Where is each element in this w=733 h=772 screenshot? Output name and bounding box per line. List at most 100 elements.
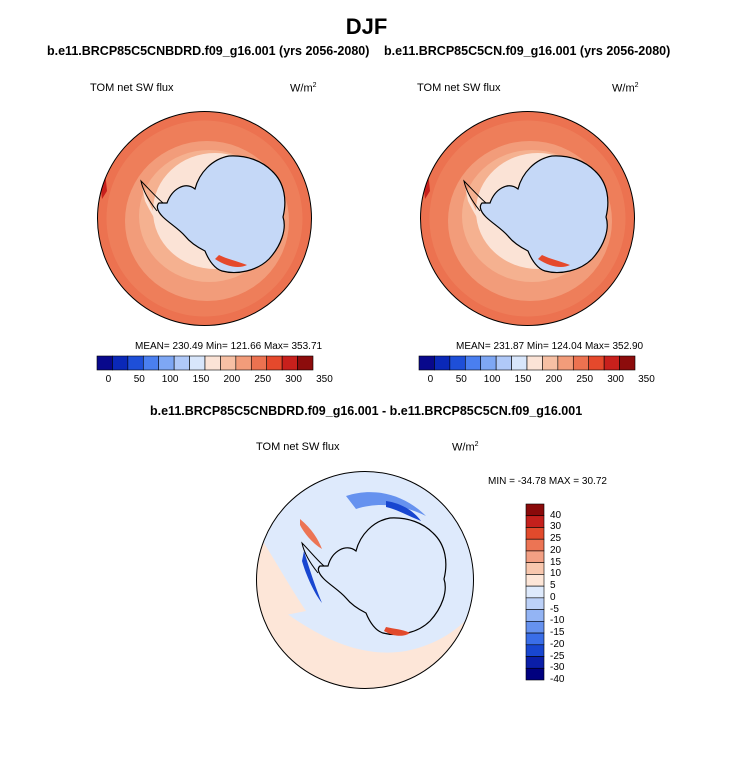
colorbar-swatch [281, 355, 298, 371]
panel1-polar-map [97, 111, 312, 326]
panel1-units: W/m2 [290, 82, 317, 95]
page-title: DJF [345, 14, 388, 39]
colorbar-tick-label: 100 [483, 374, 501, 385]
panel2-stats: MEAN= 231.87 Min= 124.04 Max= 352.90 [456, 341, 644, 352]
panel2-title: b.e11.BRCP85C5CN.f09_g16.001 (yrs 2056-2… [384, 44, 671, 58]
diff-title: b.e11.BRCP85C5CNBDRD.f09_g16.001 - b.e11… [150, 404, 583, 418]
colorbar-swatch [127, 355, 144, 371]
colorbar-tick-label: 10 [550, 568, 562, 580]
colorbar-tick-label: 250 [576, 374, 594, 385]
colorbar-swatch [525, 609, 545, 622]
colorbar-swatch [525, 550, 545, 563]
colorbar-tick-label: 300 [607, 374, 624, 385]
colorbar-swatch [418, 355, 435, 371]
colorbar-swatch [525, 621, 545, 634]
colorbar-tick-label: 30 [550, 521, 562, 533]
diff-colorbar-labels: 40 30 25 20 15 10 5 0 -5 -10 -15 -20 -25 -30 -40 [550, 504, 580, 685]
colorbar-swatch [572, 355, 590, 371]
colorbar-swatch [525, 515, 545, 528]
diff-red-south [384, 627, 410, 636]
colorbar-tick-label: 15 [550, 556, 562, 568]
colorbar-tick-label: 20 [550, 544, 562, 556]
panel1-stats: MEAN= 230.49 Min= 121.66 Max= 353.71 [135, 341, 323, 352]
colorbar-tick-label: 0 [105, 374, 112, 385]
colorbar-swatch [495, 355, 512, 371]
panel1-title: b.e11.BRCP85C5CNBDRD.f09_g16.001 (yrs 20… [47, 44, 370, 58]
colorbar-swatch [464, 355, 482, 371]
colorbar-swatch [603, 355, 620, 371]
panel1-peninsula-coast [140, 179, 164, 212]
panel2-colorbar-labels: 0 50 100 150 200 250 300 350 [419, 374, 659, 386]
colorbar-tick-label: -40 [550, 674, 565, 685]
colorbar-swatch [525, 585, 545, 599]
colorbar-swatch [525, 574, 545, 587]
colorbar-tick-label: 350 [316, 374, 333, 385]
diff-stats: MIN = -34.78 MAX = 30.72 [488, 476, 607, 487]
colorbar-tick-label: -30 [550, 662, 565, 674]
panel1-colorbar [96, 355, 314, 371]
colorbar-tick-label: 200 [545, 374, 563, 385]
colorbar-swatch [189, 355, 206, 371]
colorbar-tick-label: 25 [550, 533, 562, 545]
panel1-red-strip [215, 255, 247, 267]
diff-antarctica [317, 517, 447, 636]
colorbar-swatch [158, 355, 175, 371]
colorbar-swatch [525, 644, 545, 657]
colorbar-tick-label: 300 [285, 374, 302, 385]
diff-peninsula-coast [301, 541, 325, 574]
diff-colorbar [525, 503, 545, 681]
colorbar-tick-label: 50 [133, 374, 145, 385]
colorbar-tick-label: -20 [550, 638, 565, 650]
colorbar-swatch [525, 597, 545, 610]
colorbar-swatch [525, 527, 545, 540]
panel1-variable: TOM net SW flux [90, 82, 174, 94]
colorbar-swatch [449, 355, 466, 371]
colorbar-swatch [480, 355, 497, 371]
colorbar-swatch [142, 355, 160, 371]
colorbar-tick-label: 0 [427, 374, 434, 385]
colorbar-swatch [173, 355, 190, 371]
colorbar-tick-label: -15 [550, 627, 565, 639]
colorbar-swatch [525, 656, 545, 669]
colorbar-swatch [434, 355, 451, 371]
panel2-polar-map [420, 111, 635, 326]
panel2-units: W/m2 [612, 82, 639, 95]
colorbar-swatch [542, 355, 559, 371]
colorbar-tick-label: 150 [514, 374, 532, 385]
colorbar-tick-label: 100 [161, 374, 179, 385]
panel2-colorbar [418, 355, 636, 371]
diff-blue-peninsula [302, 551, 322, 603]
panel1-antarctica [156, 155, 286, 274]
colorbar-swatch [525, 562, 545, 575]
diff-variable: TOM net SW flux [256, 441, 340, 453]
panel2-red-strip [538, 255, 570, 267]
colorbar-swatch [588, 355, 605, 371]
colorbar-swatch [250, 355, 268, 371]
colorbar-swatch [204, 355, 221, 371]
colorbar-tick-label: 350 [638, 374, 655, 385]
colorbar-swatch [235, 355, 252, 371]
panel2-peninsula-coast [463, 179, 487, 212]
colorbar-swatch [525, 632, 545, 646]
colorbar-swatch [557, 355, 574, 371]
diff-units: W/m2 [452, 441, 479, 454]
colorbar-tick-label: 50 [455, 374, 467, 385]
diff-red-peninsula [300, 519, 322, 549]
colorbar-tick-label: -5 [550, 603, 559, 615]
diff-warm-south [256, 591, 474, 689]
colorbar-tick-label: 40 [550, 509, 562, 521]
colorbar-swatch [619, 355, 636, 371]
diff-warm-west [256, 531, 306, 621]
panel1-colorbar-labels: 0 50 100 150 200 250 300 350 [97, 374, 337, 386]
panel2-variable: TOM net SW flux [417, 82, 501, 94]
colorbar-tick-label: 150 [192, 374, 210, 385]
colorbar-swatch [297, 355, 314, 371]
colorbar-swatch [525, 503, 545, 517]
colorbar-swatch [220, 355, 237, 371]
colorbar-tick-label: 0 [550, 591, 556, 603]
colorbar-tick-label: 200 [223, 374, 241, 385]
colorbar-swatch [526, 355, 543, 371]
diff-dark-blue-north [386, 501, 421, 521]
colorbar-swatch [525, 667, 545, 681]
colorbar-tick-label: 250 [254, 374, 272, 385]
